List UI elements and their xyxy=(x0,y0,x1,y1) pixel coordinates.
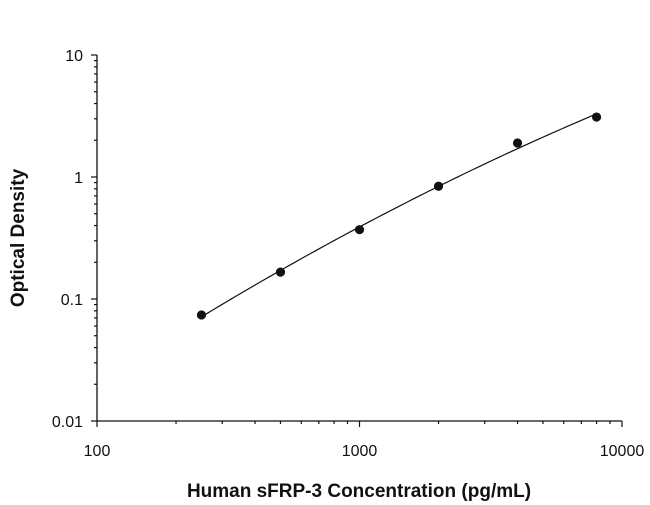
y-axis-tick-labels: 0.01 0.1 1 10 xyxy=(52,48,83,431)
data-point xyxy=(591,112,602,122)
plot-area: 0.01 0.1 1 10 100 1000 10000 xyxy=(52,48,644,460)
data-points xyxy=(196,112,602,320)
y-axis-ticks xyxy=(91,54,97,422)
data-point xyxy=(433,181,444,191)
x-tick-label: 1000 xyxy=(342,443,378,460)
x-axis-ticks xyxy=(96,421,623,427)
y-tick-label: 10 xyxy=(65,48,83,65)
y-axis-title: Optical Density xyxy=(8,168,29,307)
y-tick-label: 0.1 xyxy=(61,292,83,309)
x-axis-title: Human sFRP-3 Concentration (pg/mL) xyxy=(187,481,531,502)
y-tick-label: 1 xyxy=(74,170,83,187)
data-point xyxy=(196,310,207,320)
x-axis-tick-labels: 100 1000 10000 xyxy=(84,443,645,460)
fit-curve xyxy=(201,113,597,318)
data-point xyxy=(354,225,365,235)
x-tick-label: 100 xyxy=(84,443,111,460)
x-tick-label: 10000 xyxy=(600,443,645,460)
data-point xyxy=(512,138,523,148)
data-point xyxy=(275,267,286,277)
y-tick-label: 0.01 xyxy=(52,414,83,431)
